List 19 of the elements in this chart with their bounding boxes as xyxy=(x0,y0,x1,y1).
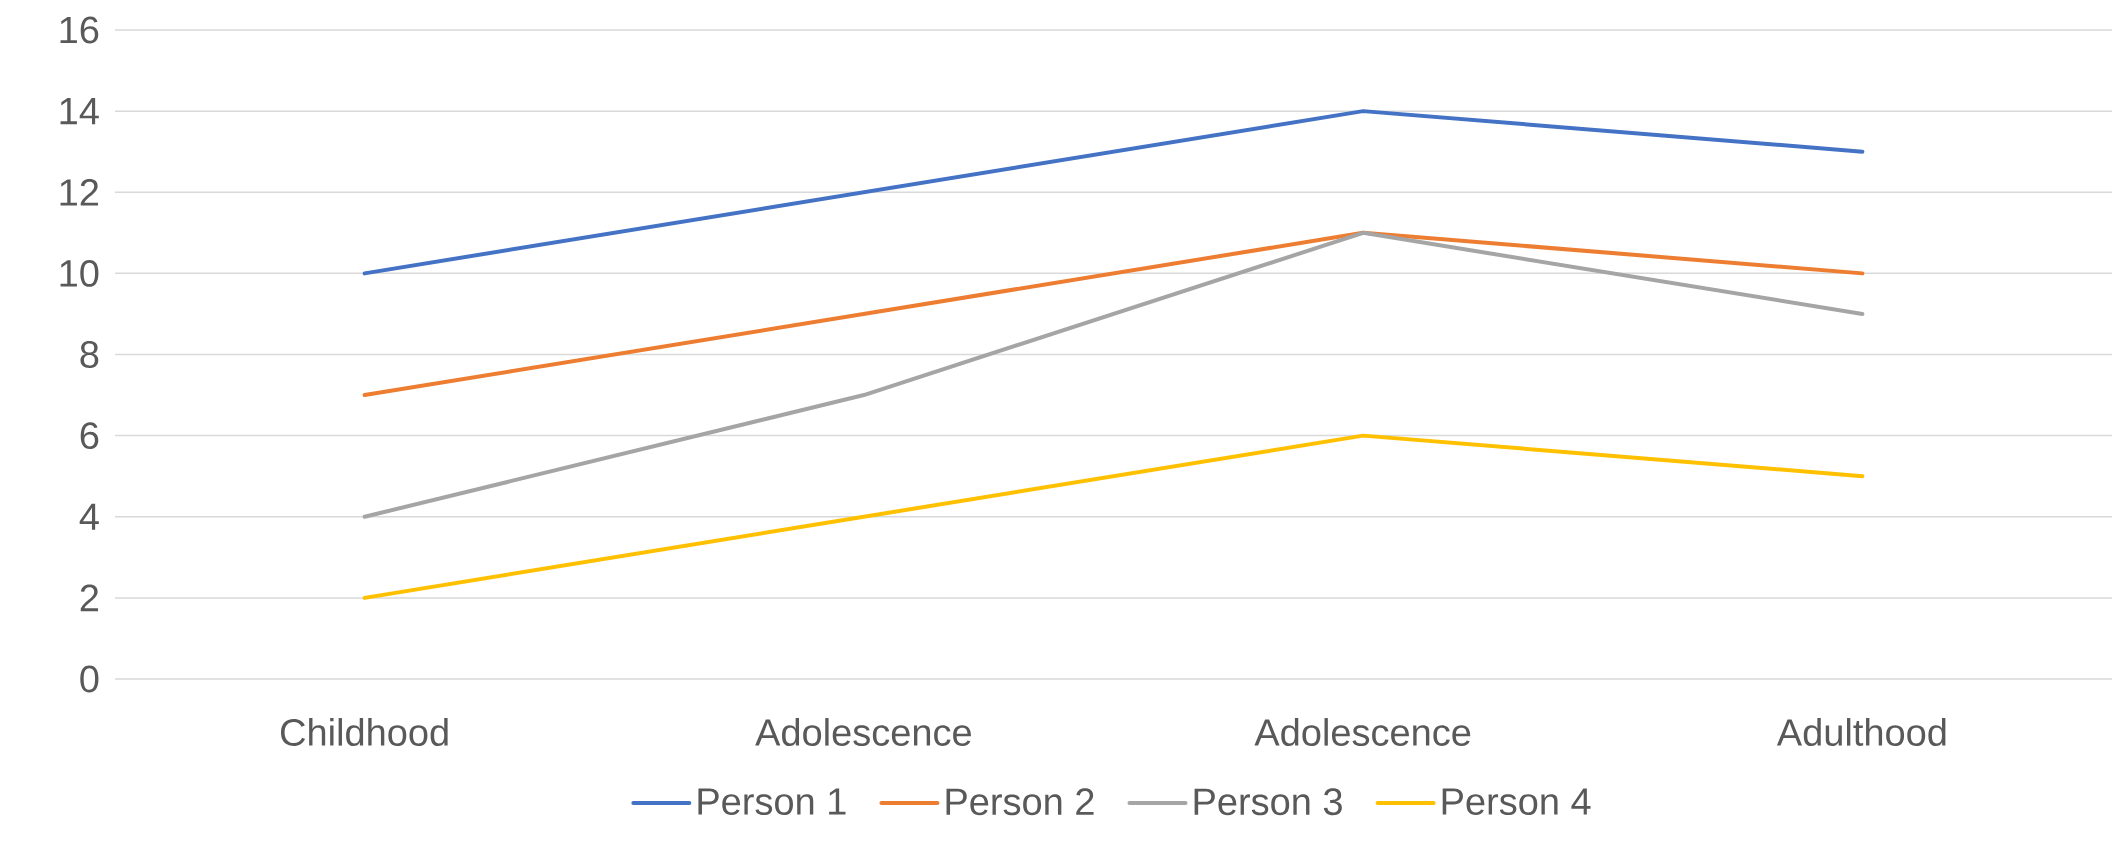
legend-label: Person 1 xyxy=(698,788,846,815)
line-series xyxy=(362,230,1865,519)
x-tick-label: Adulthood xyxy=(1776,718,1946,746)
line-series xyxy=(362,433,1865,600)
y-tick-label: 10 xyxy=(60,259,99,287)
x-tick-label: Adolescence xyxy=(1254,718,1471,746)
y-tick-label: 4 xyxy=(79,503,99,530)
legend-label: Person 4 xyxy=(1442,788,1591,815)
x-tick-label: Childhood xyxy=(280,718,448,746)
y-tick-label: 8 xyxy=(80,341,99,368)
y-tick-label: 6 xyxy=(80,422,99,450)
y-tick-label: 14 xyxy=(60,98,99,125)
legend-label: Person 2 xyxy=(946,788,1094,816)
y-tick-label: 2 xyxy=(80,584,99,612)
x-tick-label: Adolescence xyxy=(755,718,971,746)
y-tick-label: 12 xyxy=(60,178,99,206)
y-tick-label: 0 xyxy=(80,665,99,693)
legend-label: Person 3 xyxy=(1194,788,1342,816)
y-tick-label: 16 xyxy=(60,16,99,44)
